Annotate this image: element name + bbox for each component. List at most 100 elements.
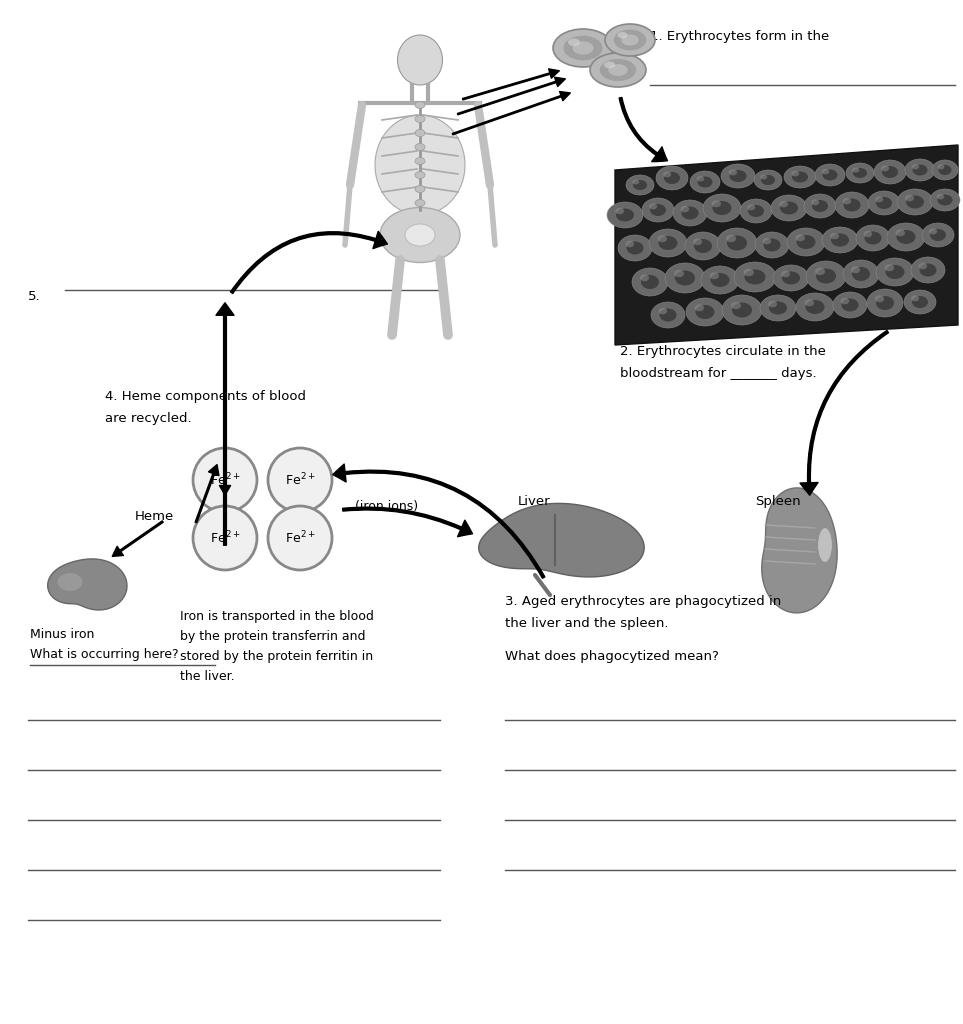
Ellipse shape [852,168,859,172]
Polygon shape [48,559,127,610]
FancyArrowPatch shape [216,303,234,545]
Ellipse shape [649,229,687,257]
Ellipse shape [812,200,828,212]
Ellipse shape [822,170,838,180]
Polygon shape [615,145,958,345]
Ellipse shape [690,171,720,193]
Ellipse shape [876,258,914,286]
Ellipse shape [730,170,746,182]
Ellipse shape [415,171,425,178]
Ellipse shape [856,225,890,251]
Ellipse shape [867,289,903,317]
Ellipse shape [929,228,937,234]
Polygon shape [762,487,837,613]
Ellipse shape [781,271,790,278]
Text: Fe$^{2+}$: Fe$^{2+}$ [210,529,241,546]
Text: Spleen: Spleen [755,495,800,508]
Ellipse shape [674,269,684,278]
Ellipse shape [804,194,836,218]
Ellipse shape [881,166,889,171]
Ellipse shape [763,238,771,245]
Ellipse shape [835,193,869,218]
Ellipse shape [875,295,884,302]
Ellipse shape [615,208,624,214]
Ellipse shape [701,266,739,294]
Ellipse shape [805,300,824,314]
Ellipse shape [843,198,851,205]
Ellipse shape [922,223,954,247]
Ellipse shape [853,168,867,178]
Ellipse shape [938,195,952,206]
Text: the liver and the spleen.: the liver and the spleen. [505,617,668,630]
Ellipse shape [885,264,894,271]
Ellipse shape [930,229,946,241]
Ellipse shape [415,116,425,123]
Ellipse shape [694,304,704,311]
Ellipse shape [939,165,951,175]
Ellipse shape [642,198,674,222]
Ellipse shape [632,268,668,296]
Ellipse shape [911,257,945,283]
Ellipse shape [415,158,425,165]
Ellipse shape [897,230,916,244]
Ellipse shape [864,230,872,238]
Ellipse shape [375,115,465,215]
FancyArrowPatch shape [195,465,219,522]
Ellipse shape [930,189,960,211]
Ellipse shape [640,274,649,282]
Ellipse shape [703,194,741,222]
Ellipse shape [792,171,808,182]
Ellipse shape [665,263,705,293]
Text: Iron is transported in the blood: Iron is transported in the blood [180,610,374,623]
Ellipse shape [405,224,435,246]
Ellipse shape [815,267,825,275]
Ellipse shape [768,301,777,307]
Ellipse shape [782,271,800,285]
Ellipse shape [887,223,925,251]
Ellipse shape [650,204,666,216]
Ellipse shape [818,527,832,562]
Ellipse shape [875,197,883,203]
Text: by the protein transferrin and: by the protein transferrin and [180,630,366,643]
Ellipse shape [572,41,593,54]
Ellipse shape [617,32,628,39]
Ellipse shape [843,260,879,288]
Text: (iron ions): (iron ions) [355,500,418,513]
Ellipse shape [590,53,646,87]
Ellipse shape [876,296,894,310]
Ellipse shape [868,191,900,215]
Ellipse shape [852,267,870,281]
Ellipse shape [649,204,657,209]
Text: Heme: Heme [135,510,174,523]
Ellipse shape [697,176,704,181]
Ellipse shape [722,295,762,325]
Ellipse shape [609,65,628,76]
Ellipse shape [693,239,702,246]
Ellipse shape [398,35,443,85]
Ellipse shape [874,160,906,184]
Text: stored by the protein ferritin in: stored by the protein ferritin in [180,650,373,663]
Ellipse shape [865,231,881,245]
Ellipse shape [621,35,638,46]
Ellipse shape [681,206,690,212]
Text: 4. Heme components of blood: 4. Heme components of blood [105,390,306,403]
Ellipse shape [415,185,425,193]
Ellipse shape [773,265,809,291]
Ellipse shape [882,166,898,178]
Ellipse shape [415,101,425,109]
Ellipse shape [604,61,615,69]
Ellipse shape [937,194,945,200]
Ellipse shape [626,175,654,195]
Circle shape [268,506,332,570]
Ellipse shape [380,208,460,262]
Ellipse shape [726,234,736,243]
Ellipse shape [682,207,698,219]
Text: Fe$^{2+}$: Fe$^{2+}$ [285,529,315,546]
Ellipse shape [844,199,861,212]
Ellipse shape [755,232,789,258]
Ellipse shape [796,293,834,321]
Ellipse shape [713,201,732,215]
Ellipse shape [905,195,914,202]
Circle shape [193,449,257,512]
Ellipse shape [760,295,796,321]
